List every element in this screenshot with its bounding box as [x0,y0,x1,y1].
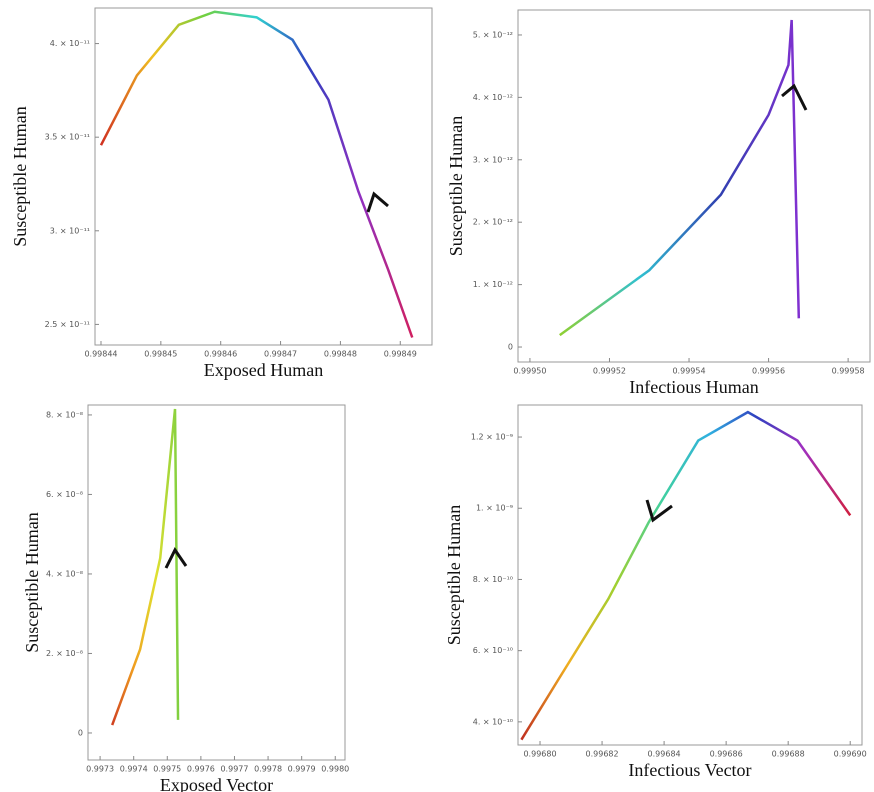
y-axis-title: Susceptible Human [10,106,30,246]
y-axis-title: Susceptible Human [446,116,466,256]
x-tick-label: 0.99954 [672,367,705,376]
x-tick-label: 0.9976 [187,765,215,774]
direction-arrow [645,499,673,523]
y-tick-label: 3. × 10⁻¹¹ [50,226,90,235]
x-tick-label: 0.99844 [84,350,117,359]
y-tick-label: 8. × 10⁻⁸ [46,410,83,419]
y-tick-label: 4. × 10⁻¹¹ [50,39,90,48]
y-tick-label: 1. × 10⁻¹² [473,280,513,289]
y-tick-label: 2. × 10⁻⁸ [46,649,83,658]
x-tick-label: 0.9973 [86,765,114,774]
y-tick-label: 4. × 10⁻⁸ [46,569,83,578]
y-tick-label: 5. × 10⁻¹² [473,30,513,39]
direction-arrow [781,83,808,111]
x-axis-title: Exposed Human [204,360,323,380]
y-tick-label: 1.2 × 10⁻⁹ [471,433,513,442]
plot-frame [87,404,346,761]
x-tick-label: 0.99847 [264,350,297,359]
data-line [520,410,852,741]
x-tick-label: 0.99688 [772,750,805,759]
x-axis-title: Infectious Human [629,377,758,397]
direction-arrow [366,191,389,213]
direction-arrow [164,547,188,569]
plot-frame [517,404,863,746]
data-line [99,10,414,338]
data-line [559,19,801,337]
y-tick-label: 6. × 10⁻¹⁰ [473,646,513,655]
x-tick-label: 0.99956 [752,367,785,376]
x-tick-label: 0.9974 [120,765,148,774]
y-tick-label: 0 [508,343,513,352]
x-axis-title: Infectious Vector [628,760,751,780]
x-tick-label: 0.99952 [593,367,626,376]
x-tick-label: 0.9975 [153,765,181,774]
y-tick-label: 3.5 × 10⁻¹¹ [45,133,90,142]
x-tick-label: 0.99845 [144,350,177,359]
x-tick-label: 0.99950 [513,367,546,376]
x-tick-label: 0.99958 [832,367,865,376]
y-tick-label: 4. × 10⁻¹⁰ [473,717,513,726]
x-tick-label: 0.99846 [204,350,237,359]
x-tick-label: 0.99684 [648,750,681,759]
x-tick-label: 0.9979 [288,765,316,774]
y-tick-label: 4. × 10⁻¹² [473,93,513,102]
x-tick-label: 0.99848 [324,350,357,359]
y-tick-label: 3. × 10⁻¹² [473,155,513,164]
y-tick-label: 8. × 10⁻¹⁰ [473,575,513,584]
plot-frame [94,7,433,346]
x-tick-label: 0.9977 [220,765,248,774]
y-tick-label: 0 [78,728,83,737]
x-tick-label: 0.99682 [586,750,619,759]
y-axis-title: Susceptible Human [22,512,42,652]
x-tick-label: 0.9980 [321,765,349,774]
x-tick-label: 0.99680 [523,750,556,759]
y-tick-label: 6. × 10⁻⁸ [46,490,83,499]
x-tick-label: 0.99686 [710,750,743,759]
plot-frame [517,9,871,363]
y-axis-title: Susceptible Human [444,505,464,645]
data-line [111,408,180,726]
y-tick-label: 1. × 10⁻⁹ [476,504,513,513]
x-tick-label: 0.9978 [254,765,282,774]
arrows [164,83,808,569]
y-tick-label: 2.5 × 10⁻¹¹ [45,320,90,329]
x-tick-label: 0.99690 [834,750,867,759]
x-axis-title: Exposed Vector [160,775,273,792]
y-tick-label: 2. × 10⁻¹² [473,218,513,227]
x-tick-label: 0.99849 [384,350,417,359]
